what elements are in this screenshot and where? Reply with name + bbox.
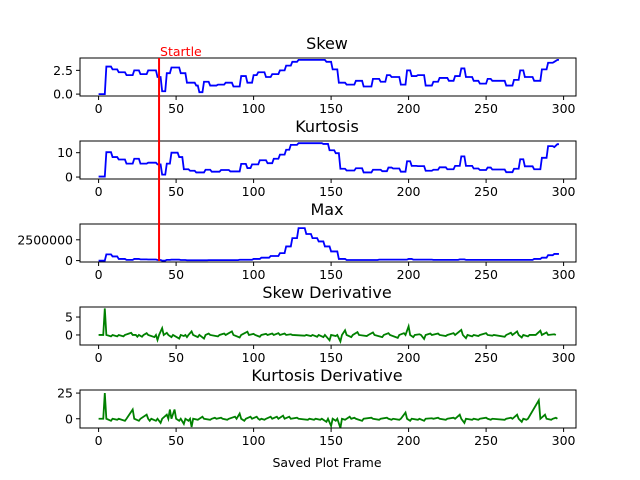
panel-skew-derivative-title: Skew Derivative bbox=[262, 283, 391, 302]
panel-max-marks: 0 50 100 150 200 250 300 0 2500000 bbox=[17, 223, 577, 282]
panel-kurtosis-derivative: Kurtosis Derivative 0 50 100 150 200 250 300 0 2… bbox=[57, 366, 577, 448]
panel-skew-x-tick-label: 200 bbox=[397, 101, 421, 116]
panel-max-x-tick-label: 100 bbox=[242, 267, 266, 282]
panel-kurtosis-axes-frame bbox=[79, 140, 577, 180]
panel-kurtosis-derivative-title: Kurtosis Derivative bbox=[251, 366, 402, 385]
panel-kurtosis-derivative-x-tick-label: 0 bbox=[95, 433, 103, 448]
panel-kurtosis-marks: 0 50 100 150 200 250 300 0 10 bbox=[57, 140, 577, 199]
startle-label: Startle bbox=[160, 44, 202, 59]
panel-kurtosis-derivative-y-tick-label: 0 bbox=[65, 411, 73, 426]
panel-kurtosis-series-line bbox=[98, 142, 559, 178]
panel-kurtosis-x-tick-label: 100 bbox=[242, 184, 266, 199]
panel-skew: Skew 0 50 100 150 200 250 300 0.0 2.5 bbox=[53, 34, 577, 116]
panel-kurtosis-derivative-y-tick-label: 25 bbox=[57, 386, 73, 401]
panel-skew-derivative-x-tick-label: 0 bbox=[95, 350, 103, 365]
panel-kurtosis-x-tick-label: 50 bbox=[168, 184, 184, 199]
panel-skew-derivative-x-tick-label: 150 bbox=[319, 350, 343, 365]
panel-max-title: Max bbox=[310, 200, 343, 219]
panel-skew-derivative-y-tick-label: 0 bbox=[65, 327, 73, 342]
panel-skew-derivative-series-line bbox=[98, 308, 557, 345]
panel-max-y-tick-label: 0 bbox=[65, 253, 73, 268]
x-axis-label: Saved Plot Frame bbox=[272, 455, 381, 470]
panel-skew-derivative-y-tick-label: 5 bbox=[65, 310, 73, 325]
panel-kurtosis-y-tick-label: 10 bbox=[57, 145, 73, 160]
panel-kurtosis-derivative-x-tick-label: 200 bbox=[397, 433, 421, 448]
panel-skew-y-tick-label: 2.5 bbox=[53, 63, 73, 78]
panel-skew-derivative-marks: 0 50 100 150 200 250 300 0 5 bbox=[65, 306, 577, 365]
panel-skew-derivative-x-tick-label: 250 bbox=[474, 350, 498, 365]
panel-max-x-tick-label: 300 bbox=[552, 267, 576, 282]
panel-skew-derivative: Skew Derivative 0 50 100 150 200 250 300 0 5 bbox=[65, 283, 577, 365]
panel-skew-x-tick-label: 250 bbox=[474, 101, 498, 116]
panel-skew-derivative-x-tick-label: 50 bbox=[168, 350, 184, 365]
startle-annotation: Startle bbox=[158, 44, 202, 261]
panel-max-x-tick-label: 150 bbox=[319, 267, 343, 282]
panel-skew-x-tick-label: 0 bbox=[95, 101, 103, 116]
panel-skew-derivative-x-tick-label: 200 bbox=[397, 350, 421, 365]
panel-max-axes-frame bbox=[79, 223, 577, 263]
panel-skew-marks: 0 50 100 150 200 250 300 0.0 2.5 bbox=[53, 57, 577, 116]
panel-kurtosis-x-tick-label: 150 bbox=[319, 184, 343, 199]
panel-skew-axes-frame bbox=[79, 57, 577, 97]
panel-kurtosis-derivative-x-tick-label: 50 bbox=[168, 433, 184, 448]
panel-kurtosis-x-tick-label: 0 bbox=[95, 184, 103, 199]
panel-kurtosis-x-tick-label: 200 bbox=[397, 184, 421, 199]
panel-max: Max 0 50 100 150 200 250 300 0 2500000 bbox=[17, 200, 577, 282]
panel-max-x-tick-label: 50 bbox=[168, 267, 184, 282]
panel-kurtosis: Kurtosis 0 50 100 150 200 250 300 0 10 bbox=[57, 117, 577, 199]
panel-skew-derivative-x-tick-label: 300 bbox=[552, 350, 576, 365]
panel-skew-series-line bbox=[98, 59, 559, 95]
panel-skew-x-tick-label: 100 bbox=[242, 101, 266, 116]
panel-kurtosis-derivative-x-tick-label: 300 bbox=[552, 433, 576, 448]
panel-skew-x-tick-label: 300 bbox=[552, 101, 576, 116]
panel-kurtosis-derivative-x-tick-label: 250 bbox=[474, 433, 498, 448]
panel-kurtosis-y-tick-label: 0 bbox=[65, 170, 73, 185]
panel-kurtosis-derivative-x-tick-label: 150 bbox=[319, 433, 343, 448]
panel-max-y-tick-label: 2500000 bbox=[17, 232, 73, 247]
panel-max-x-tick-label: 250 bbox=[474, 267, 498, 282]
panel-kurtosis-x-tick-label: 250 bbox=[474, 184, 498, 199]
panel-skew-derivative-axes-frame bbox=[79, 306, 577, 346]
panel-skew-x-tick-label: 50 bbox=[168, 101, 184, 116]
panel-max-series-line bbox=[98, 227, 559, 262]
panel-skew-x-tick-label: 150 bbox=[319, 101, 343, 116]
panel-kurtosis-derivative-x-tick-label: 100 bbox=[242, 433, 266, 448]
panel-skew-title: Skew bbox=[306, 34, 348, 53]
panel-skew-derivative-x-tick-label: 100 bbox=[242, 350, 266, 365]
panel-kurtosis-derivative-marks: 0 50 100 150 200 250 300 0 25 bbox=[57, 386, 577, 448]
panel-kurtosis-title: Kurtosis bbox=[295, 117, 359, 136]
panel-max-x-tick-label: 0 bbox=[95, 267, 103, 282]
panel-max-x-tick-label: 200 bbox=[397, 267, 421, 282]
panel-skew-y-tick-label: 0.0 bbox=[53, 87, 73, 102]
panel-kurtosis-derivative-axes-frame bbox=[79, 389, 577, 429]
panel-kurtosis-x-tick-label: 300 bbox=[552, 184, 576, 199]
panel-kurtosis-derivative-series-line bbox=[98, 393, 558, 429]
